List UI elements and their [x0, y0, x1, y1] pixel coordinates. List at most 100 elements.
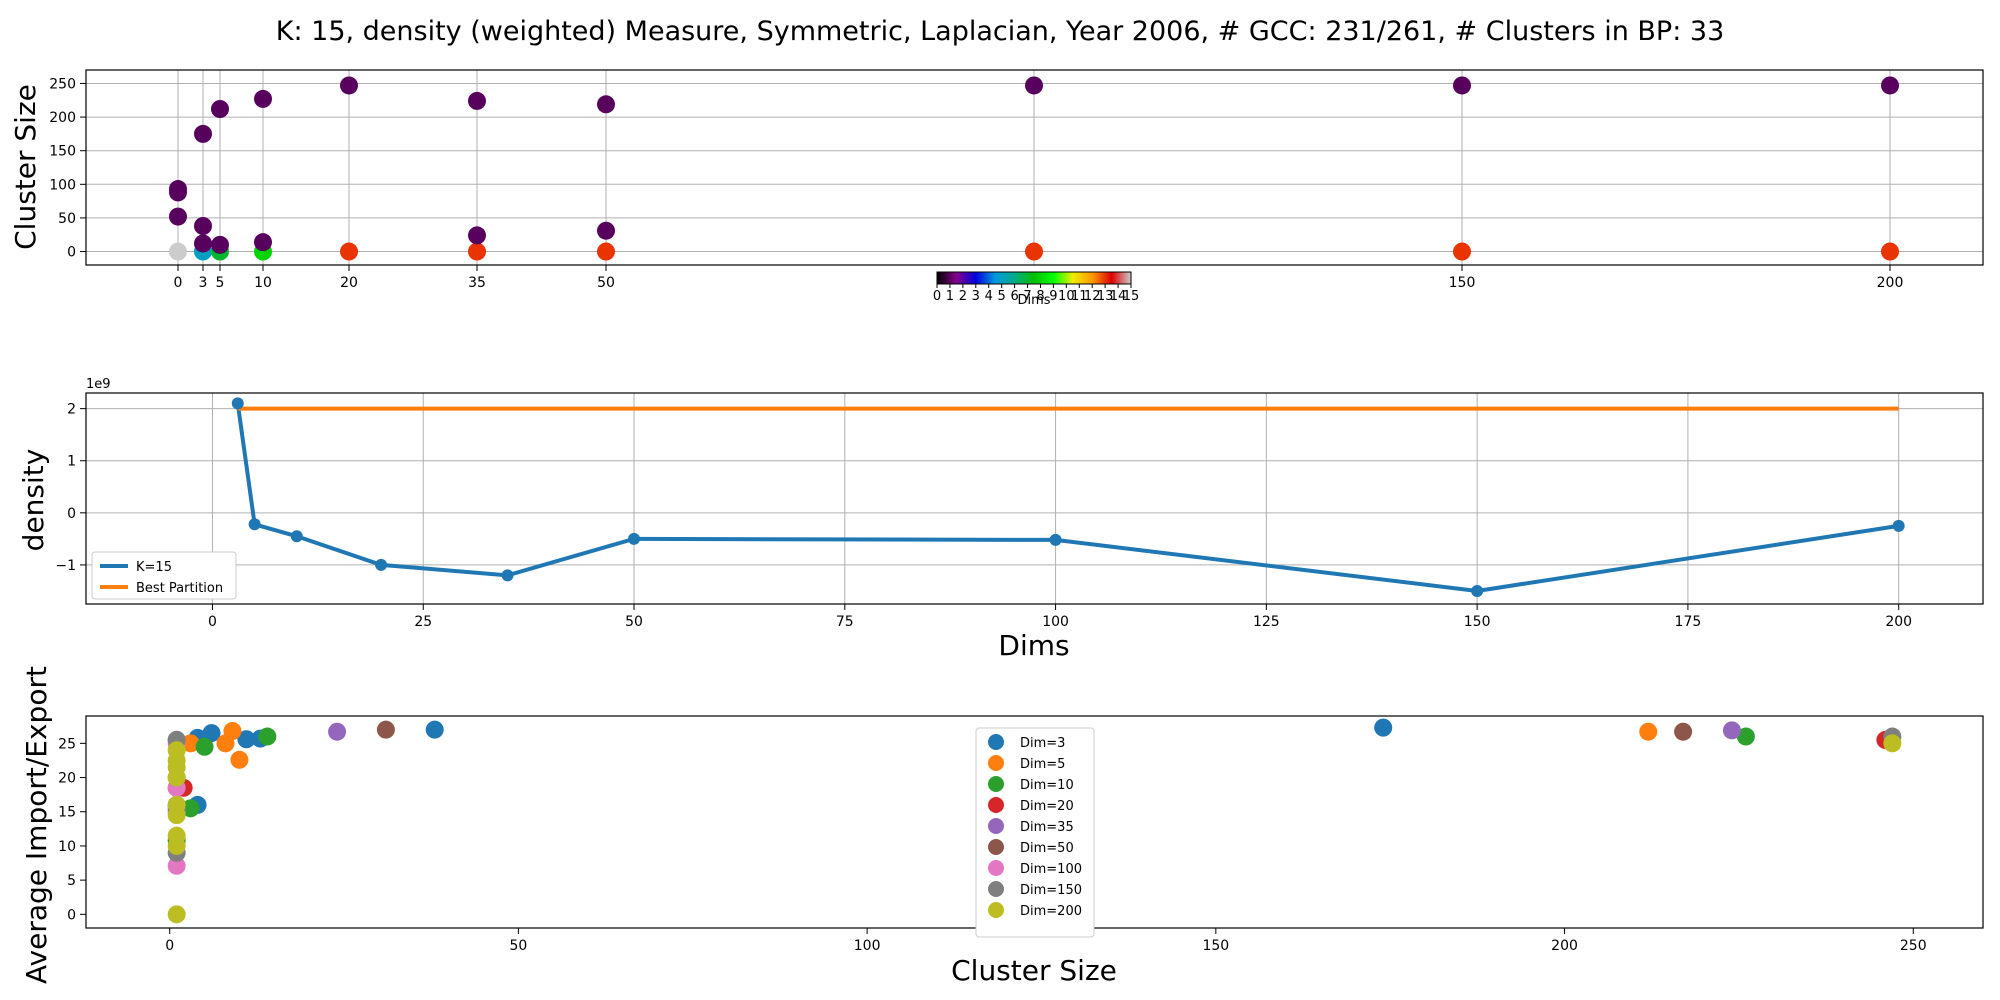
legend-label: Dim=150: [1020, 883, 1082, 898]
cluster-size-point: [194, 234, 212, 253]
legend-label: Dim=100: [1020, 862, 1082, 877]
legend-swatch: [988, 902, 1004, 918]
y-tick-label: 20: [58, 771, 76, 787]
x-tick-label: 0: [174, 275, 183, 291]
colorbar-tick-label: 12: [1084, 289, 1101, 304]
colorbar-gradient: [936, 271, 1132, 285]
y-tick-label: 200: [49, 110, 76, 126]
y-tick-label: 100: [49, 177, 76, 193]
density-multiplier-label: 1e9: [86, 377, 111, 392]
import-export-point: [230, 750, 249, 769]
cluster-size-point: [468, 91, 486, 110]
import-export-point: [167, 905, 186, 924]
x-tick-label: 35: [468, 275, 486, 291]
x-tick-label: 100: [854, 938, 881, 954]
colorbar-tick-label: 8: [1036, 289, 1044, 304]
series-line: [235, 403, 1899, 593]
cluster-size-point: [1025, 242, 1043, 261]
legend-box: [975, 727, 1095, 938]
import-export-point: [425, 720, 444, 739]
colorbar-label: Dims: [1017, 293, 1050, 308]
import-export-point: [237, 730, 256, 749]
x-tick-label: 200: [1885, 614, 1912, 630]
y-tick-label: 10: [58, 839, 76, 855]
cluster-size-point: [169, 207, 187, 226]
legend-swatch: [988, 881, 1004, 897]
colorbar-tick-label: 9: [1049, 289, 1057, 304]
density-y-axis-label: density: [17, 449, 50, 552]
series-point: [501, 569, 514, 582]
x-tick-label: 10: [254, 275, 272, 291]
colorbar-tick-label: 6: [1010, 289, 1018, 304]
x-tick-label: 150: [1202, 938, 1229, 954]
cluster-size-point: [1881, 242, 1899, 261]
colorbar-tick-label: 5: [998, 289, 1006, 304]
legend-swatch: [988, 818, 1004, 834]
cluster-size-point: [254, 89, 272, 108]
colorbar-tick-label: 13: [1097, 289, 1114, 304]
x-tick-label: 150: [1464, 614, 1491, 630]
cluster-size-point: [597, 242, 615, 261]
import-export-point: [1722, 721, 1741, 740]
x-tick-label: 100: [1042, 614, 1069, 630]
cluster-size-point: [1453, 242, 1471, 261]
cluster-size-point: [211, 235, 229, 254]
legend-label: K=15: [136, 560, 172, 575]
cluster-size-point: [169, 242, 187, 261]
x-tick-label: 50: [597, 275, 615, 291]
import-export-point: [1674, 722, 1693, 741]
x-tick-label: 0: [208, 614, 217, 630]
cluster-size-point: [1453, 76, 1471, 95]
cluster-size-point: [1881, 76, 1899, 95]
x-tick-label: 200: [1877, 275, 1904, 291]
import-export-point: [328, 722, 347, 741]
x-tick-label: 0: [165, 938, 174, 954]
y-tick-label: −1: [55, 558, 76, 574]
y-tick-label: 150: [49, 144, 76, 160]
y-tick-label: 25: [58, 736, 76, 752]
import-export-point: [1374, 718, 1393, 737]
legend-label: Dim=5: [1020, 757, 1065, 772]
colorbar-tick-label: 10: [1058, 289, 1075, 304]
x-tick-label: 20: [340, 275, 358, 291]
legend-swatch: [988, 797, 1004, 813]
import-export-point: [223, 722, 242, 741]
x-tick-label: 75: [836, 614, 854, 630]
y-tick-label: 5: [67, 873, 76, 889]
legend-swatch: [988, 860, 1004, 876]
x-tick-label: 250: [1900, 938, 1927, 954]
y-tick-label: 15: [58, 805, 76, 821]
import-export-legend: Dim=3 Dim=5 Dim=10 Dim=20 Dim=35 Dim=50 Dim=10…: [975, 727, 1095, 938]
colorbar-tick-label: 4: [985, 289, 993, 304]
density-panel: 1e9 density Dims 0 25 50 75 100 125 150 175 200 −…: [17, 377, 1984, 662]
cluster-size-point: [597, 95, 615, 114]
series-point: [1892, 519, 1905, 532]
x-tick-label: 3: [199, 275, 208, 291]
y-tick-label: 50: [58, 211, 76, 227]
series-point: [1049, 533, 1062, 546]
y-tick-label: 0: [67, 506, 76, 522]
legend-label: Dim=3: [1020, 736, 1065, 751]
cluster-size-point: [468, 242, 486, 261]
import-export-point: [1883, 734, 1902, 753]
legend-label: Dim=200: [1020, 904, 1082, 919]
colorbar-tick-label: 14: [1110, 289, 1127, 304]
import-export-point: [376, 720, 395, 739]
x-tick-label: 50: [625, 614, 643, 630]
legend-label: Dim=20: [1020, 799, 1074, 814]
y-tick-label: 0: [67, 907, 76, 923]
series-point: [1471, 584, 1484, 597]
y-tick-label: 2: [67, 402, 76, 418]
series-point: [375, 558, 388, 571]
import-export-point: [167, 826, 186, 845]
colorbar-tick-label: 15: [1123, 289, 1140, 304]
density-legend: K=15 Best Partition: [91, 551, 237, 600]
legend-label: Dim=10: [1020, 778, 1074, 793]
import-export-point: [181, 734, 200, 753]
legend-label: Dim=35: [1020, 820, 1074, 835]
cluster-size-point: [254, 233, 272, 252]
series-point: [628, 532, 641, 545]
